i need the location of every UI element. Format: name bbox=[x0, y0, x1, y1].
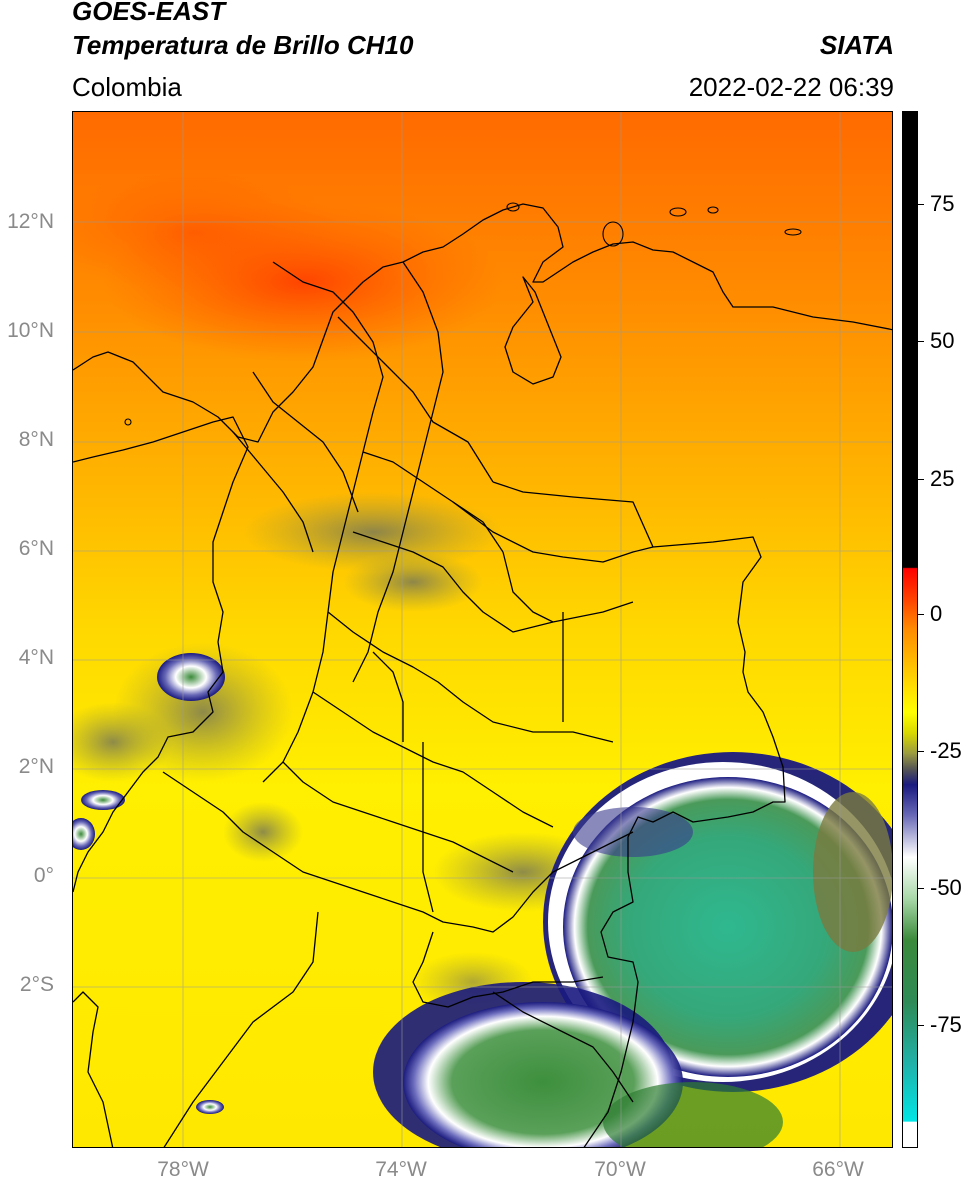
lat-label-8n: 8°N bbox=[18, 428, 54, 451]
colorbar-tick bbox=[918, 614, 924, 615]
colorbar-label-minus50: -50 bbox=[930, 875, 962, 900]
colorbar-label-75: 75 bbox=[930, 191, 955, 216]
colorbar-tick bbox=[918, 1025, 924, 1026]
lat-label-4n: 4°N bbox=[18, 646, 54, 669]
region-label: Colombia bbox=[72, 72, 182, 102]
colorbar-label-0: 0 bbox=[930, 601, 943, 626]
lat-label-2n: 2°N bbox=[18, 755, 54, 778]
colorbar-tick bbox=[918, 751, 924, 752]
colorbar-label-minus75: -75 bbox=[930, 1012, 962, 1037]
organization-label: SIATA bbox=[819, 30, 894, 60]
title-satellite: GOES-EAST bbox=[72, 0, 226, 26]
colorbar-label-25: 25 bbox=[930, 466, 955, 491]
colorbar-tick bbox=[918, 888, 924, 889]
colorbar-label-50: 50 bbox=[930, 328, 955, 353]
boundaries bbox=[73, 203, 892, 1147]
colorbar-label-minus25: -25 bbox=[930, 738, 962, 763]
lat-label-2s: 2°S bbox=[19, 973, 54, 996]
brightness-temperature-map bbox=[73, 112, 892, 1147]
lon-label-78w: 78°W bbox=[157, 1158, 209, 1181]
colorbar-tick bbox=[918, 204, 924, 205]
graticule bbox=[73, 112, 892, 1147]
lon-label-74w: 74°W bbox=[375, 1158, 427, 1181]
map-panel bbox=[72, 111, 893, 1148]
colorbar-tick bbox=[918, 479, 924, 480]
lat-label-12n: 12°N bbox=[7, 210, 54, 233]
title-product: Temperatura de Brillo CH10 bbox=[72, 30, 414, 60]
colorbar-tick bbox=[918, 341, 924, 342]
lat-label-10n: 10°N bbox=[7, 319, 54, 342]
colorbar bbox=[902, 111, 918, 1148]
lat-label-6n: 6°N bbox=[18, 537, 54, 560]
lon-label-66w: 66°W bbox=[812, 1158, 864, 1181]
datetime-label: 2022-02-22 06:39 bbox=[688, 72, 894, 102]
lon-label-70w: 70°W bbox=[594, 1158, 646, 1181]
lat-label-0: 0° bbox=[33, 864, 54, 887]
